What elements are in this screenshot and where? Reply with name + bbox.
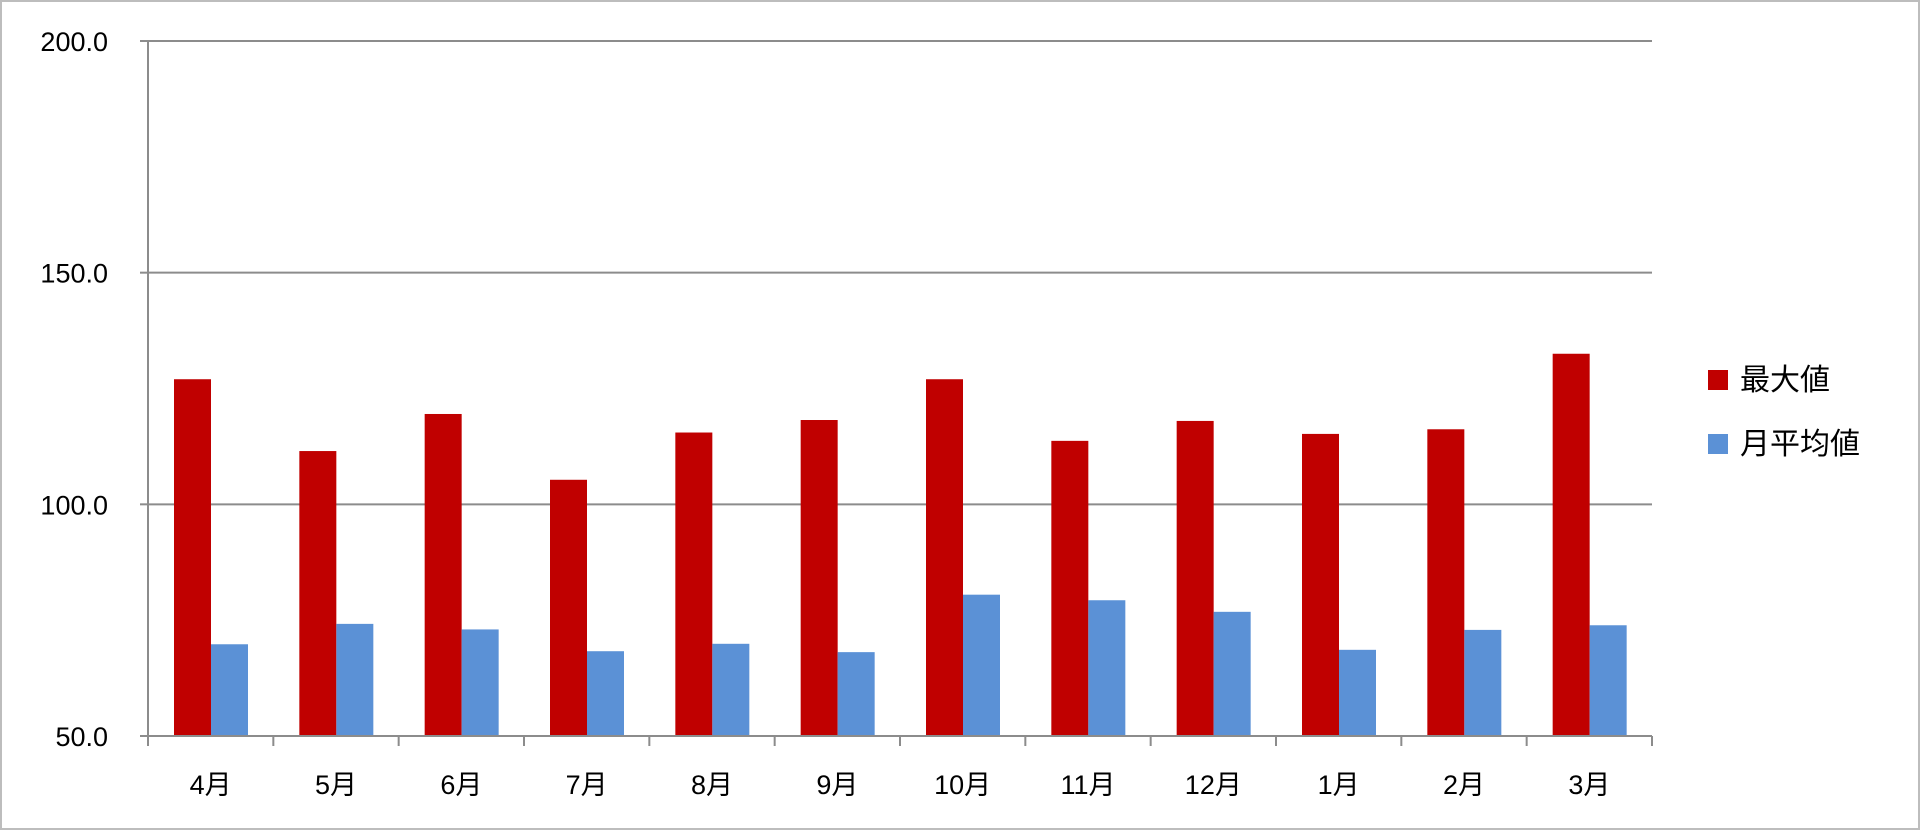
- bar-max: [550, 479, 587, 736]
- bar-avg: [963, 594, 1000, 736]
- bar-avg: [1088, 600, 1126, 736]
- x-tick-label: 10月: [934, 770, 991, 800]
- y-tick-labels: 50.0 100.0 150.0 200.0: [40, 27, 108, 752]
- legend-swatch: [1708, 370, 1728, 390]
- axes: [140, 40, 1653, 746]
- legend-swatch: [1708, 434, 1728, 454]
- bar-max: [1302, 433, 1339, 736]
- legend-label: 最大値: [1740, 363, 1830, 398]
- legend-label: 月平均値: [1740, 427, 1860, 462]
- bar-avg: [1589, 625, 1627, 736]
- y-tick-label: 200.0: [40, 27, 108, 57]
- gridlines: [148, 40, 1652, 506]
- bar-max: [1427, 429, 1465, 736]
- x-tick-label: 9月: [816, 770, 858, 800]
- bar-avg: [712, 643, 750, 736]
- bar-max: [174, 379, 211, 736]
- x-tick-label: 2月: [1443, 770, 1485, 800]
- bar-max: [1176, 420, 1214, 736]
- y-tick-label: 50.0: [55, 722, 108, 752]
- bar-avg: [461, 629, 499, 736]
- bar-avg: [211, 644, 248, 736]
- bar-avg: [1213, 611, 1251, 736]
- bar-max: [1552, 353, 1590, 736]
- x-tick-label: 3月: [1568, 770, 1610, 800]
- y-tick-label: 150.0: [40, 259, 108, 289]
- x-tick-label: 6月: [440, 770, 482, 800]
- y-tick-label: 100.0: [40, 490, 108, 520]
- bars: [174, 353, 1627, 736]
- bar-avg: [1464, 629, 1502, 736]
- bar-max: [299, 451, 337, 736]
- x-tick-label: 1月: [1318, 770, 1360, 800]
- bar-max: [926, 379, 963, 736]
- bar-max: [424, 413, 462, 736]
- bar-avg: [837, 652, 875, 736]
- bar-max: [675, 432, 713, 736]
- bar-avg: [587, 651, 624, 736]
- x-tick-label: 8月: [691, 770, 733, 800]
- x-tick-label: 7月: [566, 770, 608, 800]
- x-tick-labels: 4月 5月 6月 7月 8月 9月 10月 11月 12月 1月 2月 3月: [190, 770, 1611, 800]
- x-tick-label: 4月: [190, 770, 232, 800]
- x-tick-label: 12月: [1185, 770, 1242, 800]
- x-tick-label: 11月: [1060, 770, 1115, 800]
- bar-max: [800, 420, 838, 736]
- bar-avg: [1339, 649, 1376, 736]
- bar-avg: [336, 623, 374, 736]
- x-tick-label: 5月: [315, 770, 357, 800]
- bar-max: [1051, 440, 1089, 736]
